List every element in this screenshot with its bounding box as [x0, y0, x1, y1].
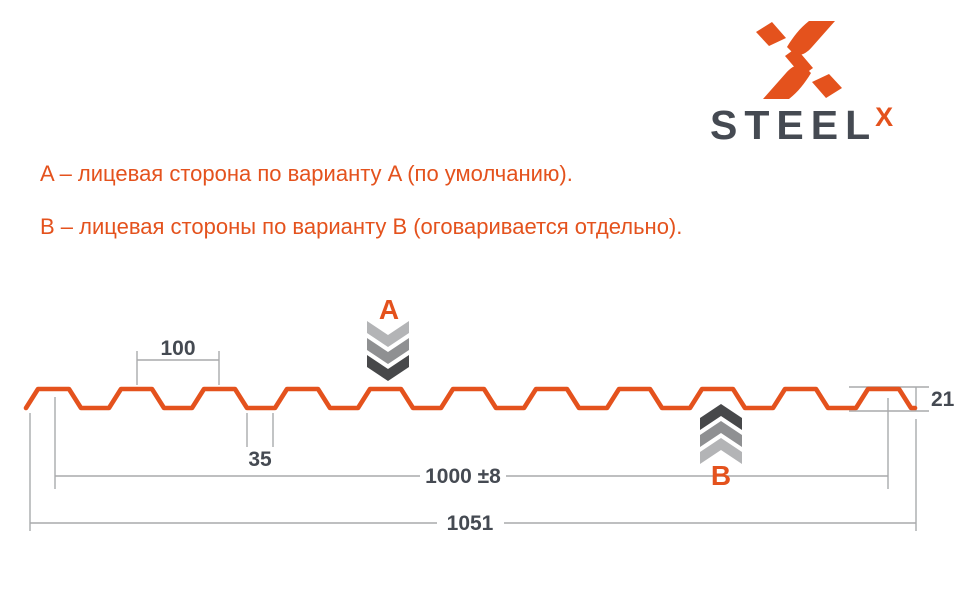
side-a-chevrons-icon [367, 321, 409, 381]
dimension-rib-bottom: 35 [246, 413, 274, 471]
dimension-cover-width: 1000 ±8 [54, 397, 889, 489]
dimension-label-overall-width: 1051 [447, 512, 494, 535]
chevron-icon [700, 438, 742, 464]
logo-x-bottom-left-hook [763, 64, 811, 99]
chevron-icon [367, 321, 409, 347]
dimension-label-cover-width: 1000 ±8 [425, 465, 501, 488]
logo-x-bottom-right-stub [812, 74, 842, 98]
dimension-rib-pitch: 100 [136, 337, 220, 385]
side-a-label: A [379, 294, 399, 325]
logo-x-top-right-hook [787, 21, 835, 56]
logo-wordmark-sup: X [875, 102, 894, 132]
dimension-overall-width: 1051 [29, 413, 917, 535]
chevron-icon [367, 355, 409, 381]
dimension-label-profile-height: 21 [931, 388, 955, 411]
dimension-label-rib-bottom: 35 [248, 448, 272, 471]
note-variant-a: A – лицевая сторона по варианту A (по ум… [40, 161, 573, 186]
logo-wordmark-text: STEEL [710, 102, 878, 148]
brand-logo: STEELX [700, 10, 940, 160]
chevron-icon [700, 404, 742, 430]
profile-outline [23, 386, 918, 411]
side-b-chevrons-icon [700, 404, 742, 464]
chevron-icon [367, 338, 409, 364]
logo-x-top-left-stub [756, 22, 786, 46]
note-variant-b: B – лицевая стороны по варианту B (огова… [40, 214, 683, 239]
dimension-label-rib-pitch: 100 [160, 337, 195, 360]
logo-wordmark: STEELX [710, 102, 940, 149]
side-b-label: B [711, 460, 731, 491]
chevron-icon [700, 421, 742, 447]
logo-x-icon [756, 21, 842, 99]
